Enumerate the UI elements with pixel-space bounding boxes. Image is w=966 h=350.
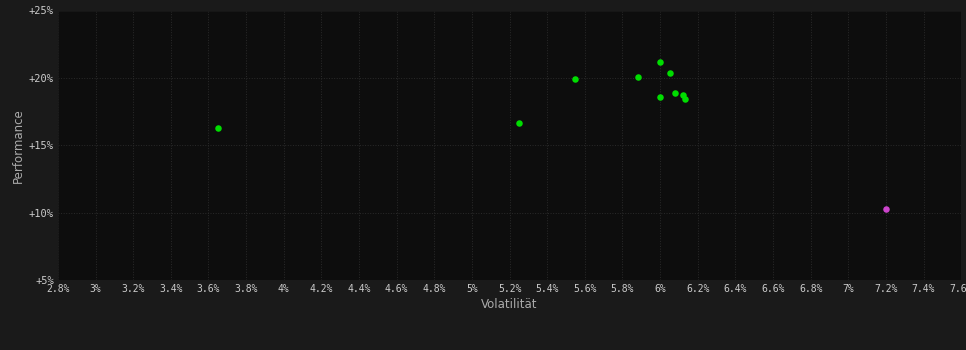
Point: [677, 96, 693, 101]
X-axis label: Volatilität: Volatilität: [481, 298, 538, 312]
Y-axis label: Performance: Performance: [12, 108, 24, 183]
Point: [511, 120, 526, 126]
Point: [630, 74, 645, 79]
Point: [675, 92, 691, 98]
Point: [211, 125, 226, 131]
Point: [568, 76, 583, 82]
Point: [662, 70, 677, 76]
Point: [652, 94, 668, 100]
Point: [668, 91, 683, 96]
Point: [652, 60, 668, 65]
Point: [878, 206, 894, 211]
